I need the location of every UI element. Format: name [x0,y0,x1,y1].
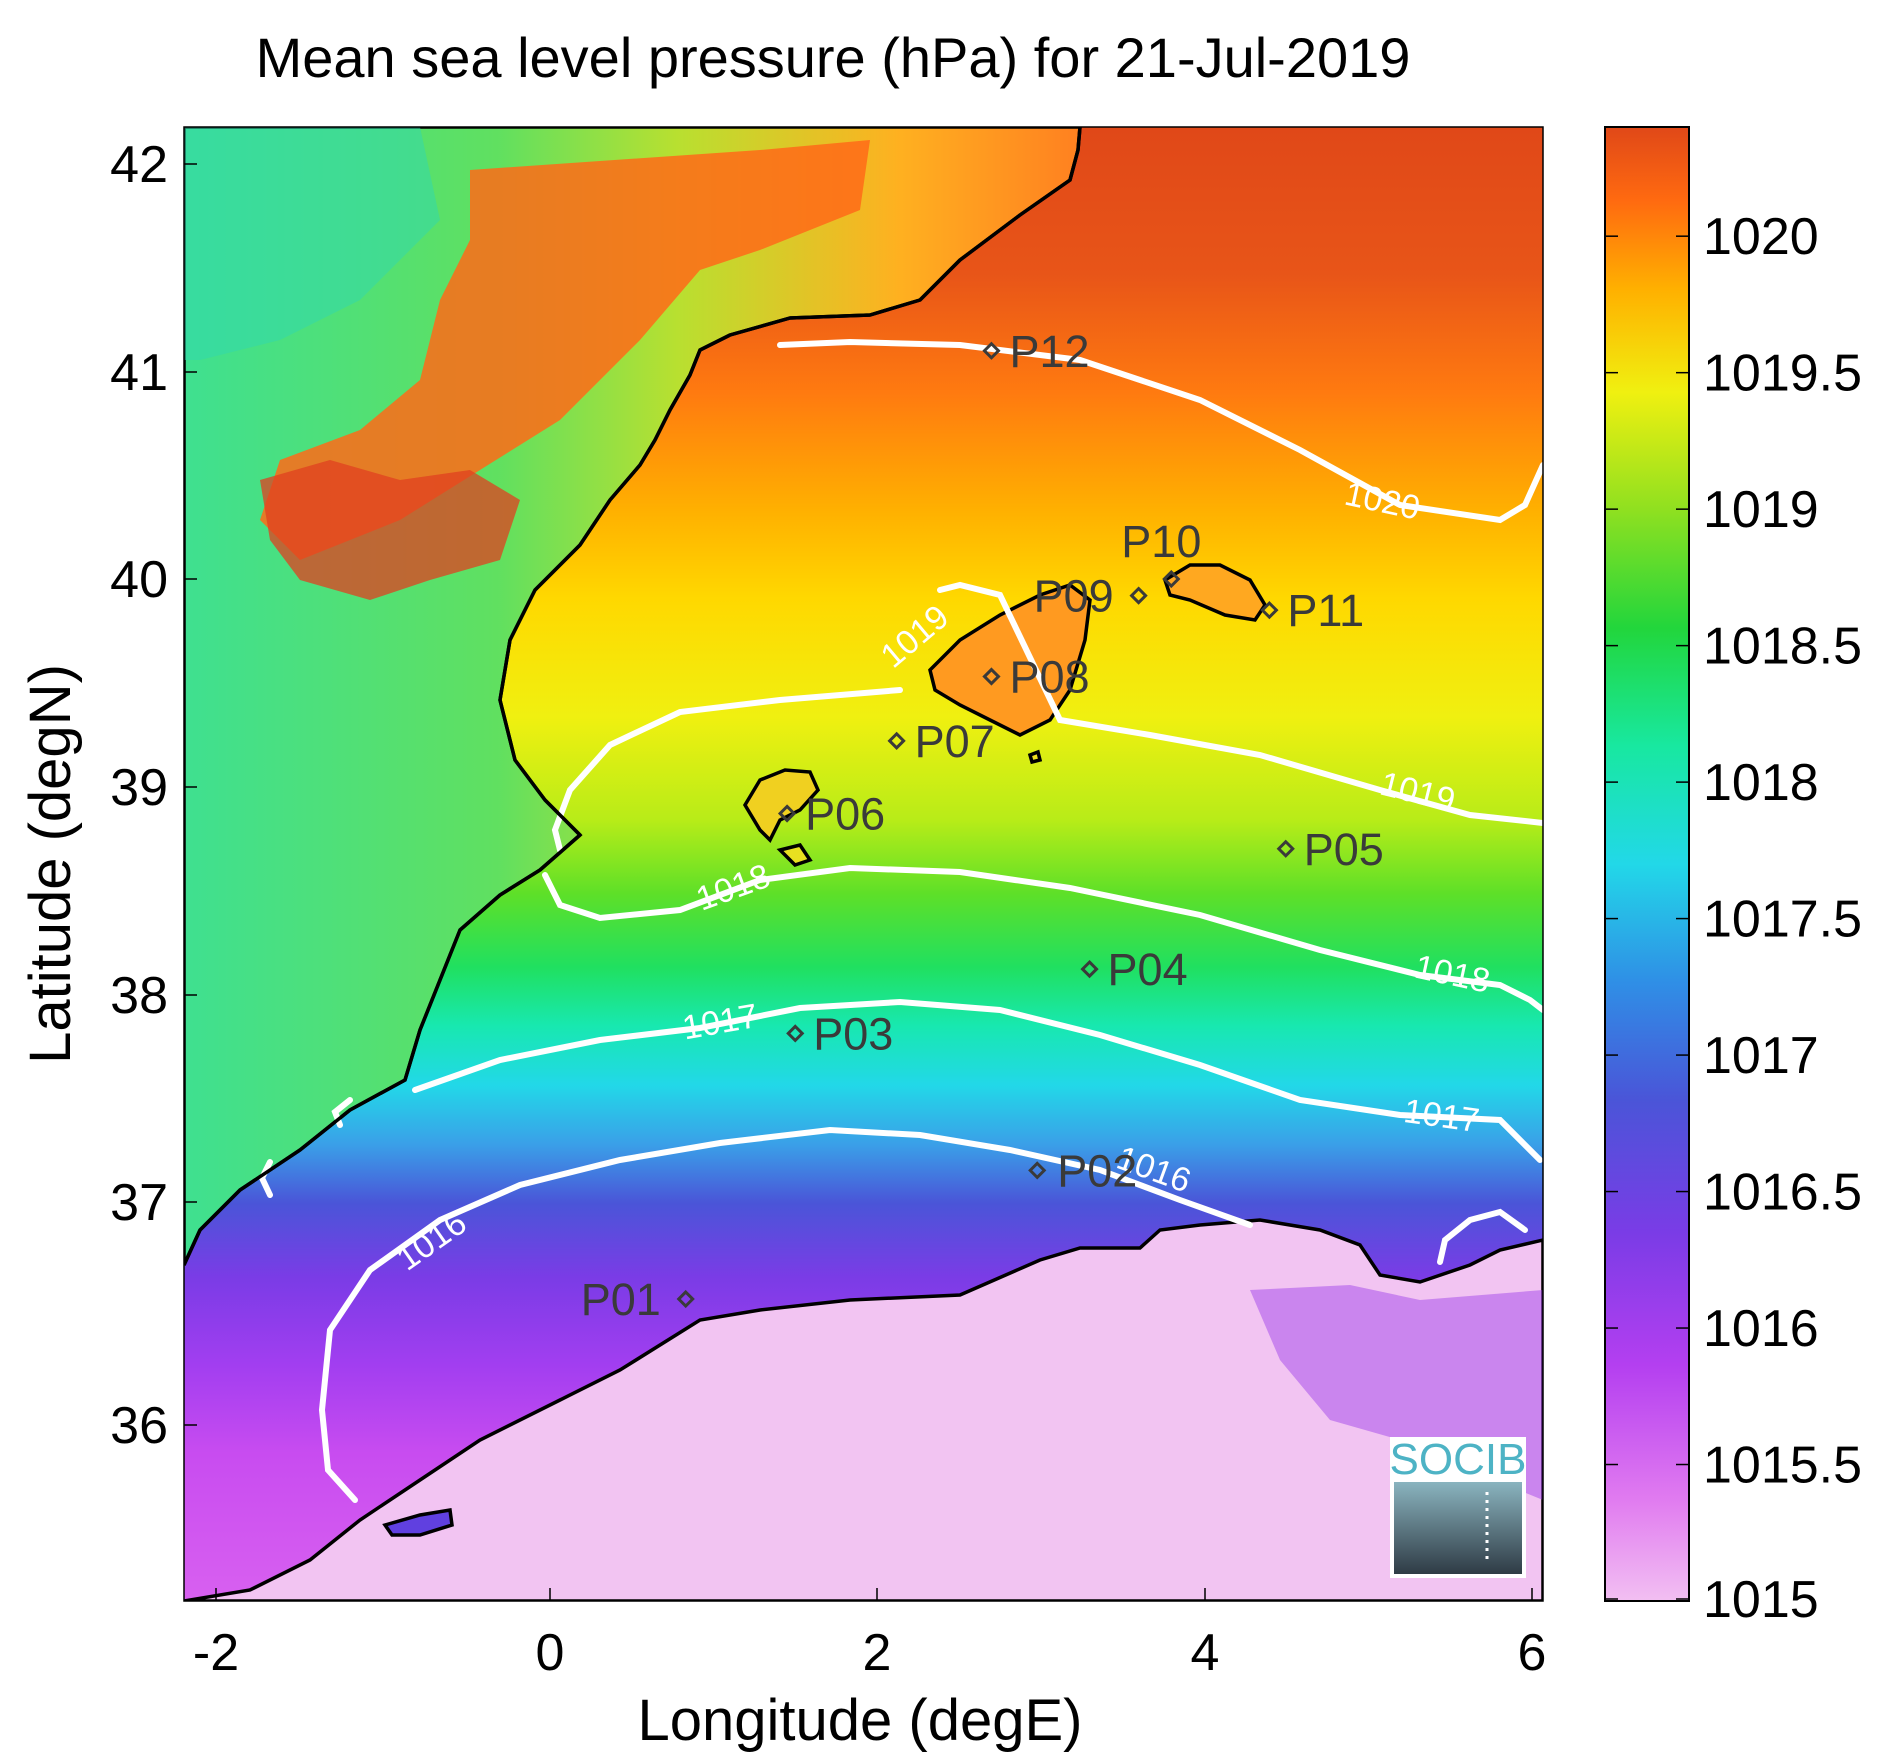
y-tick-label: 36 [110,1397,168,1455]
y-axis: 42 41 40 39 38 37 36 Latitude (degN) [18,136,197,1455]
x-tick-label: 0 [536,1624,565,1682]
x-tick-label: -2 [193,1624,239,1682]
formentera [776,843,813,868]
contour-1018 [542,864,1543,1013]
station-marker [1129,586,1148,605]
station-marker [777,804,797,823]
y-tick-label: 42 [110,136,168,194]
x-tick-label: 6 [1518,1624,1547,1682]
x-axis-label: Longitude (degE) [638,1688,1083,1753]
logo-text: SOCIB [1390,1435,1527,1484]
colorbar-tick-label: 1018.5 [1703,618,1862,676]
x-tick-label: 4 [1191,1624,1220,1682]
highland-orange [260,140,870,560]
socib-logo: SOCIB [1390,1435,1527,1578]
colorbar-gradient [1604,126,1690,1602]
colorbar: 1020 1019.5 1019 1018.5 1018 1017.5 1017 1016.5… [1604,126,1862,1629]
station-label: P11 [1287,585,1364,636]
contour-1020 [777,338,1543,524]
y-tick-label: 40 [110,551,168,609]
coastline [184,127,1082,1266]
station-label: P02 [1057,1145,1137,1196]
station-label: P05 [1304,824,1384,875]
africa-land [184,1218,1543,1601]
station-label: P09 [1034,571,1114,622]
station-marker [982,667,1001,686]
contour-1019 [551,581,1543,853]
highland-red [260,460,520,600]
colorbar-tick-label: 1017 [1703,1027,1819,1085]
colorbar-tick-label: 1015.5 [1703,1437,1862,1495]
colorbar-tick-label: 1016 [1703,1300,1819,1358]
station-marker [982,341,1001,360]
colorbar-tick-label: 1015 [1703,1571,1819,1629]
cabrera [1027,749,1043,765]
alboran-island [382,1507,454,1537]
highland-green [184,127,440,360]
station-marker [1162,569,1181,589]
ibiza [742,768,821,843]
plot-frame [183,126,1544,1602]
station-marker [1080,959,1099,979]
menorca [1162,563,1268,622]
station-label: P03 [813,1008,893,1059]
map-area [184,127,1543,1601]
colorbar-tick-label: 1017.5 [1703,891,1862,949]
colorbar-tick-label: 1019 [1703,481,1819,539]
station-marker [1276,839,1295,858]
station-label: P04 [1108,944,1188,995]
y-tick-label: 37 [110,1174,168,1232]
x-axis: -2 0 2 4 6 Longitude (degE) [193,1588,1547,1753]
station-label: P01 [581,1274,661,1325]
station-label: P08 [1009,652,1089,703]
x-tick-label: 2 [863,1624,892,1682]
station-marker [786,1024,805,1043]
colorbar-tick-label: 1020 [1703,208,1819,266]
station-label: P12 [1009,326,1089,377]
station-marker [1028,1161,1047,1180]
chart-title: Mean sea level pressure (hPa) for 21-Jul… [256,26,1411,89]
colorbar-tick-label: 1018 [1703,754,1819,812]
colorbar-tick-label: 1016.5 [1703,1164,1862,1222]
station-marker [1260,601,1279,620]
y-axis-label: Latitude (degN) [18,664,83,1064]
station-marker [676,1289,695,1309]
contour-1016 [258,1097,1528,1503]
y-tick-label: 38 [110,967,168,1025]
contour-1017 [412,998,1543,1163]
station-label: P06 [805,788,885,839]
station-marker [887,731,906,750]
colorbar-tick-label: 1019.5 [1703,345,1862,403]
y-tick-label: 41 [110,344,168,402]
y-tick-label: 39 [110,759,168,817]
station-label: P10 [1121,516,1201,567]
station-label: P07 [915,716,995,767]
